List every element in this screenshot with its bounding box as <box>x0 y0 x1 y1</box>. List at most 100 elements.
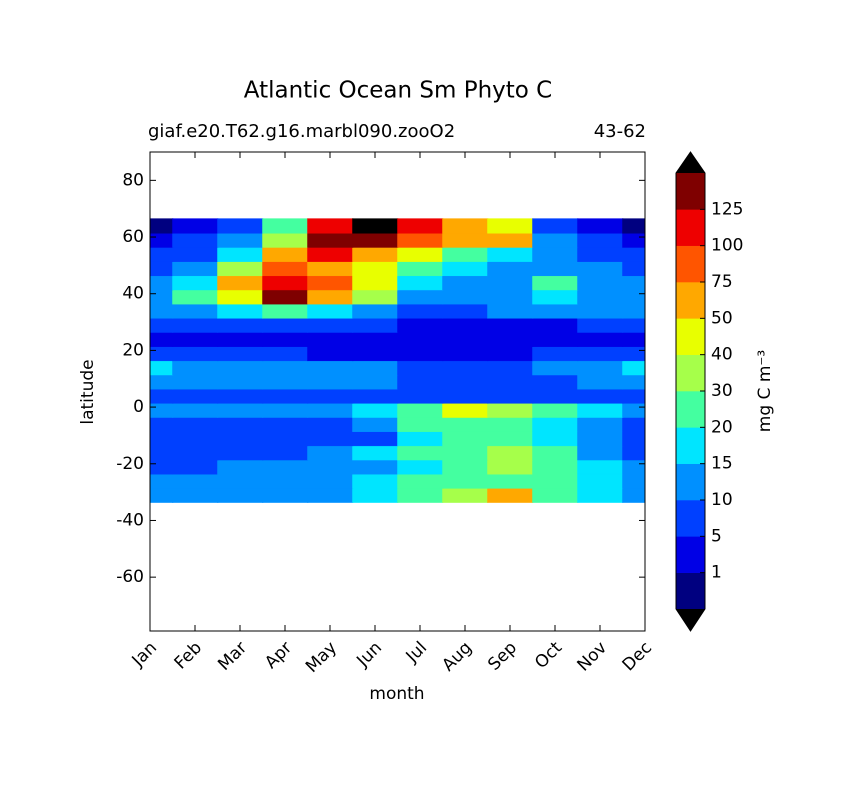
colorbar-tick-label: 10 <box>711 490 733 510</box>
contour-cell <box>307 487 354 503</box>
contour-cell <box>217 303 264 319</box>
contour-cell <box>307 473 354 489</box>
contour-cell <box>397 246 444 262</box>
contour-cell <box>532 303 579 319</box>
contour-cell <box>397 289 444 305</box>
contour-cell <box>262 487 309 503</box>
contour-cell <box>577 260 624 277</box>
contour-cell <box>577 232 624 248</box>
contour-cell <box>487 374 534 390</box>
y-tick-label: 80 <box>122 170 144 190</box>
contour-cell <box>307 275 354 291</box>
contour-cell <box>577 289 624 305</box>
contour-cell <box>262 289 309 305</box>
plot-frame <box>149 151 646 632</box>
contour-cell <box>172 218 219 234</box>
contour-cell <box>262 218 309 234</box>
contour-cell <box>442 430 489 447</box>
contour-cell <box>307 218 354 234</box>
contour-cell <box>352 430 399 447</box>
contour-cell <box>307 317 354 333</box>
contour-cell <box>442 445 489 461</box>
contour-cell <box>442 459 489 475</box>
contour-cell <box>307 331 354 347</box>
contour-cell <box>262 445 309 461</box>
contour-cell <box>397 430 444 447</box>
contour-cell <box>217 374 264 390</box>
contour-cell <box>487 218 534 234</box>
colorbar-tick-label: 50 <box>711 308 733 328</box>
contour-cell <box>487 275 534 291</box>
contour-cell <box>487 388 534 404</box>
contour-cell <box>352 388 399 404</box>
contour-cell <box>307 374 354 390</box>
contour-cell <box>442 416 489 432</box>
contour-cell <box>577 402 624 418</box>
contour-cell <box>532 416 579 432</box>
contour-cell <box>217 289 264 305</box>
contour-cell <box>622 402 645 418</box>
y-tick-label: 20 <box>122 340 144 360</box>
contour-cell <box>307 388 354 404</box>
contour-cell <box>622 445 645 461</box>
y-axis-label: latitude <box>78 359 98 424</box>
contour-cell <box>532 473 579 489</box>
contour-cell <box>487 416 534 432</box>
y-tick-label: -20 <box>116 454 144 474</box>
contour-cell <box>532 445 579 461</box>
contour-cell <box>622 275 645 291</box>
contour-cell <box>442 473 489 489</box>
contour-cell <box>622 360 645 376</box>
contour-cell <box>577 275 624 291</box>
colorbar-extend-top <box>676 152 705 173</box>
contour-cell <box>172 473 219 489</box>
contour-cell <box>352 345 399 362</box>
contour-cell <box>577 345 624 362</box>
contour-cell <box>352 416 399 432</box>
contour-cell <box>172 374 219 390</box>
contour-cell <box>397 416 444 432</box>
contour-cell <box>307 246 354 262</box>
contour-cell <box>442 246 489 262</box>
contour-cell <box>217 430 264 447</box>
contour-cell <box>262 232 309 248</box>
contour-cell <box>487 317 534 333</box>
contour-cell <box>172 487 219 503</box>
contour-cell <box>487 331 534 347</box>
contour-cell <box>172 430 219 447</box>
contour-cell <box>262 402 309 418</box>
contour-cell <box>622 232 645 248</box>
contour-cell <box>262 246 309 262</box>
contour-cell <box>307 360 354 376</box>
contour-cell <box>352 246 399 262</box>
contour-cell <box>217 402 264 418</box>
colorbar-band <box>676 572 705 610</box>
contour-cell <box>577 388 624 404</box>
contour-cell <box>352 218 399 234</box>
contour-cell <box>262 374 309 390</box>
contour-cell <box>217 275 264 291</box>
subtitle-left: giaf.e20.T62.g16.marbl090.zooO2 <box>148 121 455 142</box>
contour-cell <box>352 473 399 489</box>
contour-cell <box>217 459 264 475</box>
contour-cell <box>307 416 354 432</box>
contour-cell <box>217 246 264 262</box>
contour-cell <box>262 317 309 333</box>
contour-cell <box>307 260 354 277</box>
contour-cell <box>352 232 399 248</box>
contour-cell <box>172 275 219 291</box>
contour-cell <box>172 303 219 319</box>
contour-cell <box>532 246 579 262</box>
contour-cell <box>397 473 444 489</box>
contour-cell <box>172 345 219 362</box>
contour-cell <box>397 303 444 319</box>
contour-cell <box>397 331 444 347</box>
contour-cell <box>397 345 444 362</box>
contour-cell <box>442 289 489 305</box>
contour-cell <box>577 317 624 333</box>
contour-cell <box>217 388 264 404</box>
contour-cell <box>217 218 264 234</box>
colorbar-tick-label: 75 <box>711 272 733 292</box>
contour-cell <box>217 473 264 489</box>
